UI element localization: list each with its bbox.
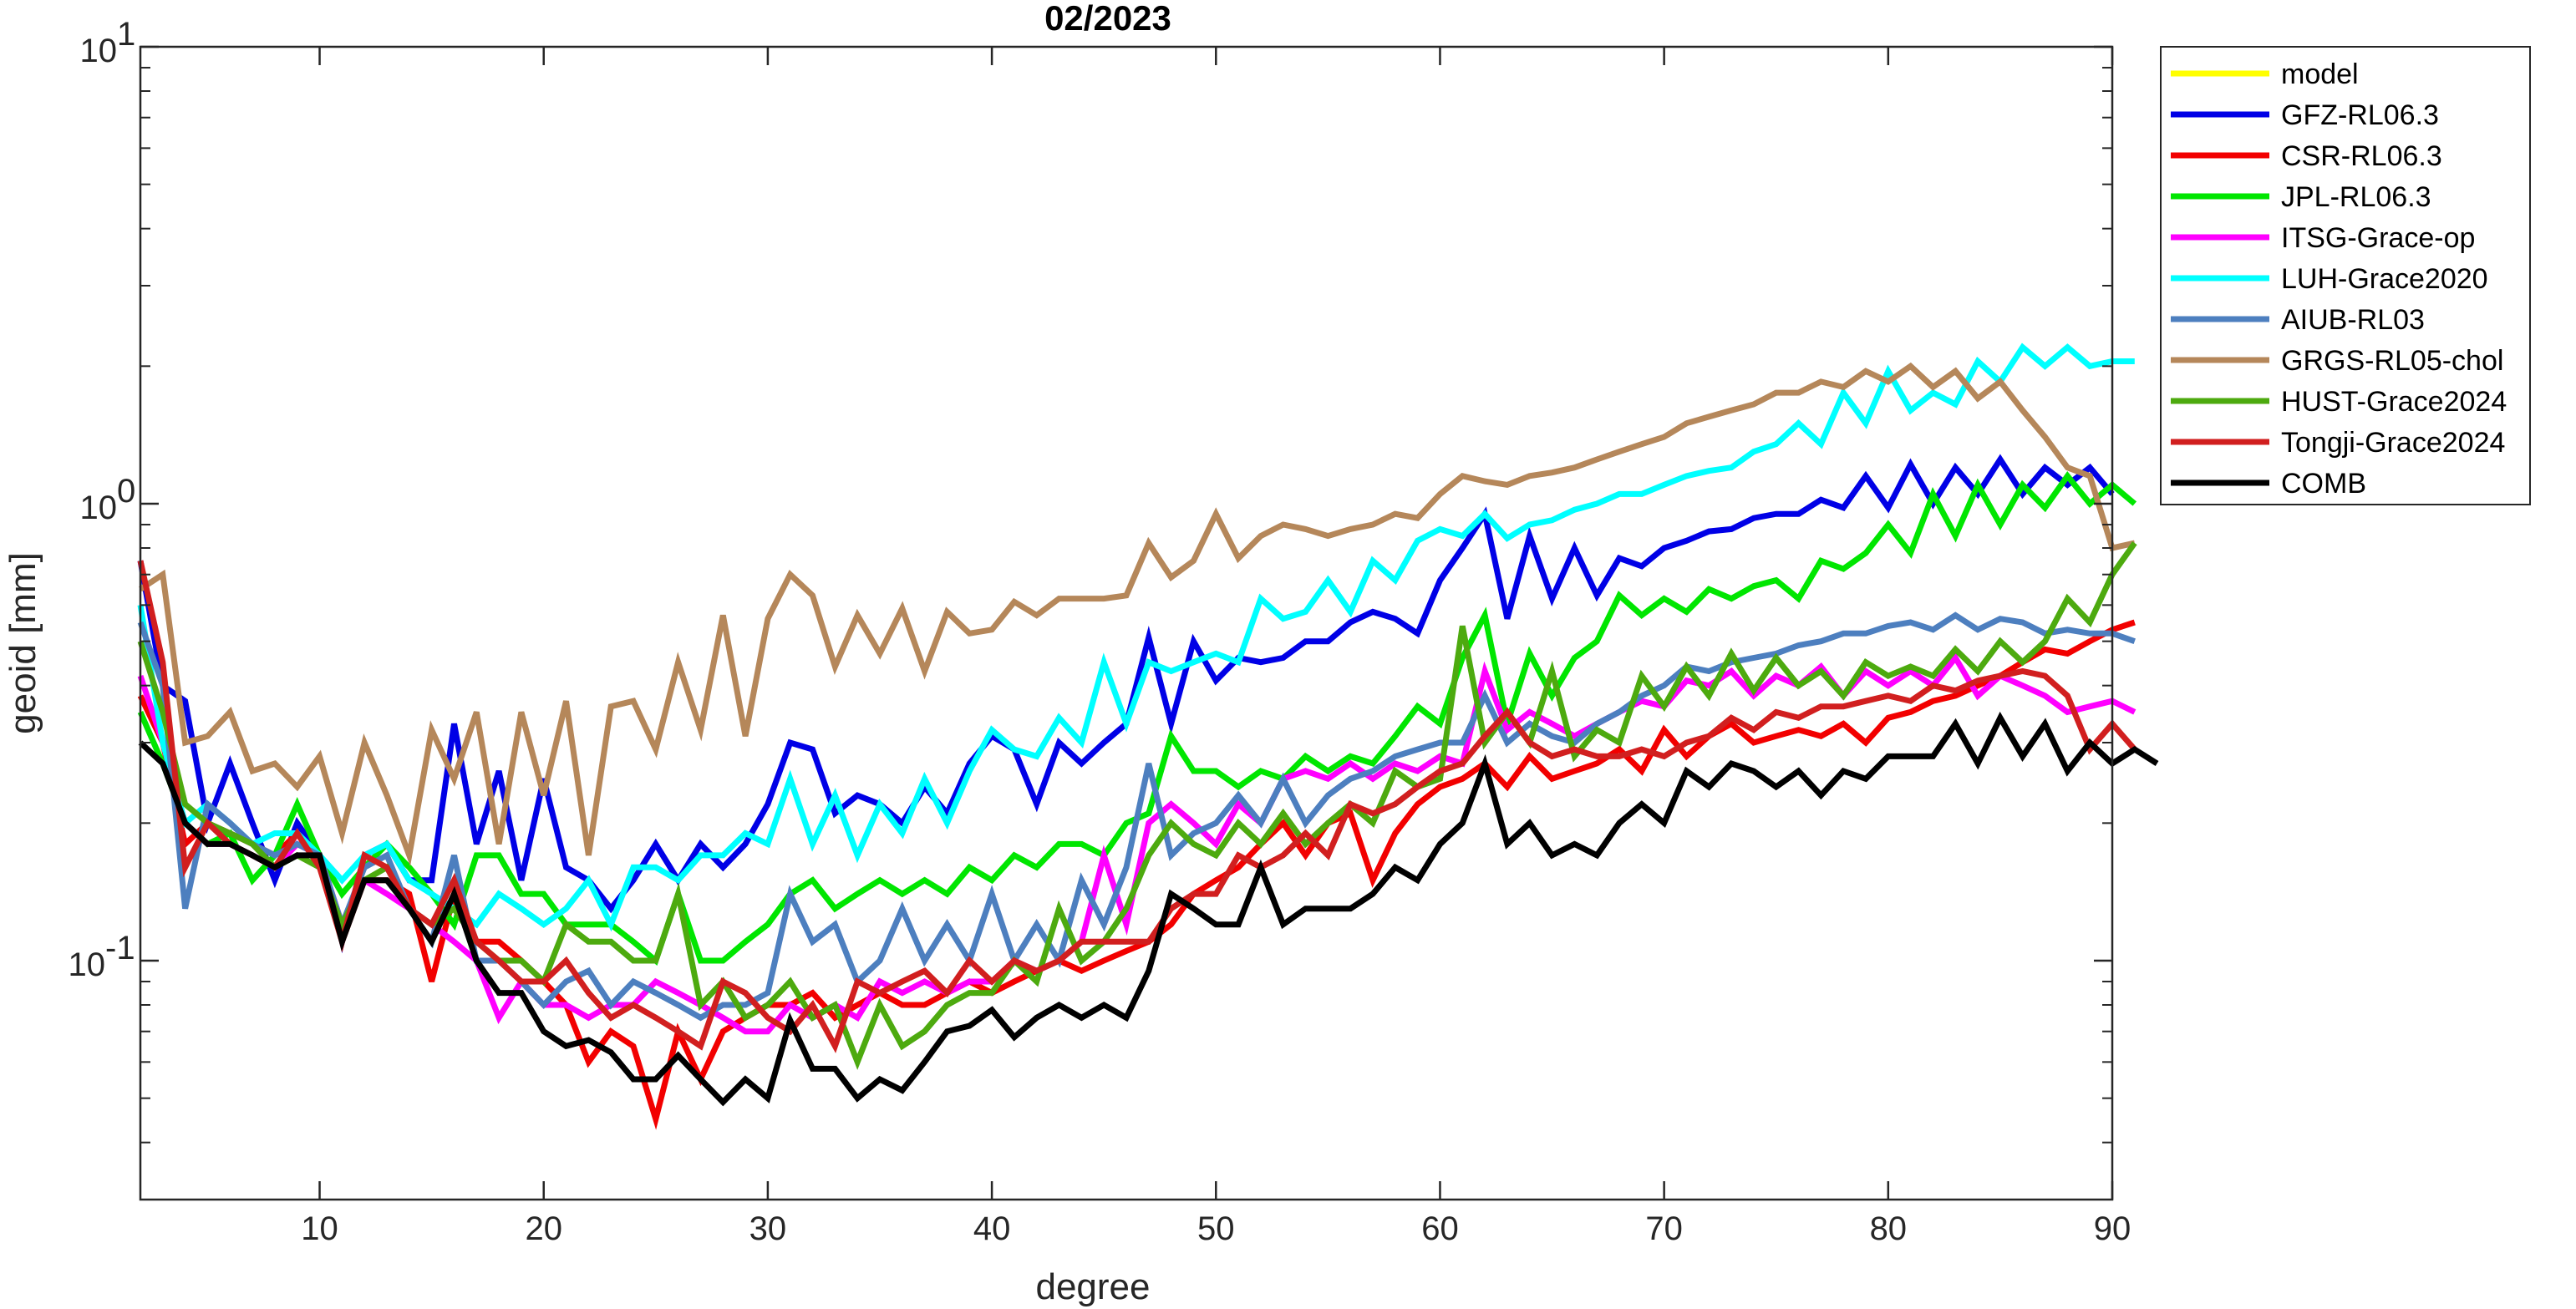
x-tick-label: 60 [1421,1210,1459,1247]
legend-label-model: model [2281,58,2359,90]
legend-label-jpl-rl06-3: JPL-RL06.3 [2281,181,2431,213]
y-tick-exponent: -1 [105,930,135,967]
y-axis-title: geoid [mm] [3,552,43,734]
series-line-comb [138,711,2159,1107]
legend-label-grgs-rl05-chol: GRGS-RL05-chol [2281,345,2503,377]
series-layer [137,342,2159,1130]
x-tick-label: 80 [1870,1210,1908,1247]
legend-label-csr-rl06-3: CSR-RL06.3 [2281,140,2442,172]
legend-label-itsg-grace-op: ITSG-Grace-op [2281,222,2475,254]
legend-label-luh-grace2020: LUH-Grace2020 [2281,263,2488,295]
series-line-luh-grace2020 [137,342,2135,932]
x-tick-label: 50 [1197,1210,1235,1247]
legend-label-gfz-rl06-3: GFZ-RL06.3 [2281,99,2439,131]
x-tick-label: 10 [301,1210,338,1247]
series-line-grgs-rl05-chol [139,362,2136,867]
legend-label-aiub-rl03: AIUB-RL03 [2281,304,2425,336]
legend: model GFZ-RL06.3 CSR-RL06.3 JPL-RL06.3 ITSG-… [2160,46,2531,505]
x-axis-title: degree [1035,1266,1150,1307]
plot-frame [139,45,2114,1201]
legend-label-hust-grace2024: HUST-Grace2024 [2281,386,2507,418]
x-tick-label: 30 [749,1210,787,1247]
chart-title: 02/2023 [1044,0,1171,38]
x-tick-label: 90 [2094,1210,2131,1247]
y-tick-label: 10 [69,946,106,983]
series-line-tongji-grace2024 [137,560,2137,1053]
y-tick-exponent: 1 [117,16,135,53]
y-tick-label: 10 [80,33,118,69]
y-tick-exponent: 0 [117,473,135,510]
legend-label-tongji-grace2024: Tongji-Grace2024 [2281,427,2505,459]
legend-label-comb: COMB [2281,468,2366,500]
y-tick-label: 10 [80,490,118,526]
x-tick-label: 70 [1645,1210,1683,1247]
x-tick-label: 20 [525,1210,562,1247]
x-tick-label: 40 [973,1210,1011,1247]
